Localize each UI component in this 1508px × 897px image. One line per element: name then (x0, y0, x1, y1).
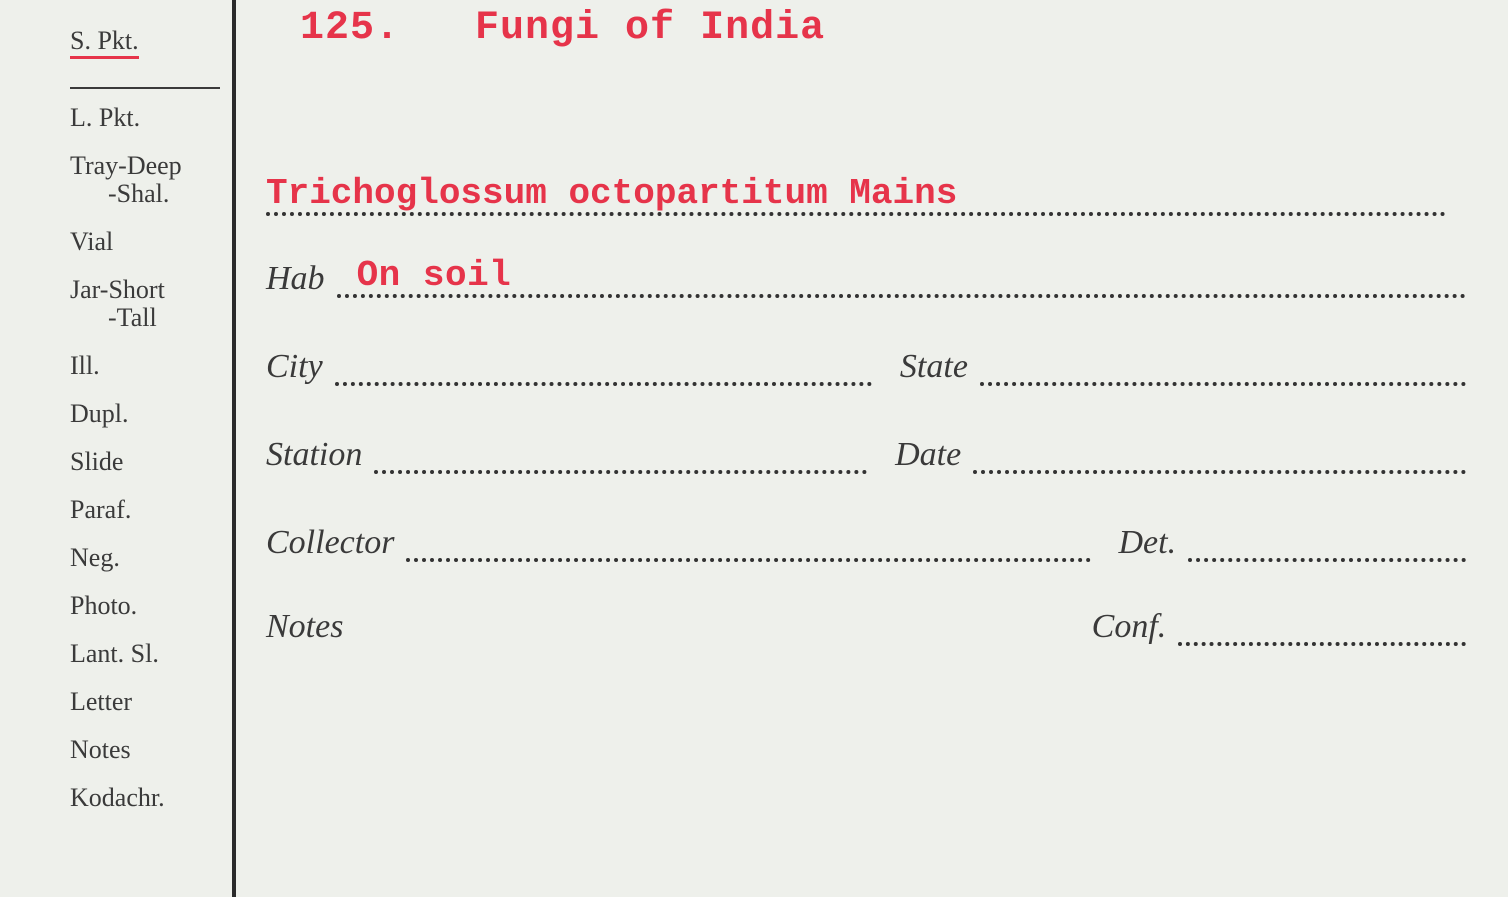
habitat-row: Hab On soil (266, 258, 1466, 298)
date-fill (973, 434, 1466, 474)
sidebar-item-notes: Notes (70, 737, 225, 763)
sidebar-item-neg: Neg. (70, 545, 225, 571)
species-line: Trichoglossum octopartitum Mains (266, 170, 1446, 216)
det-label: Det. (1119, 524, 1177, 562)
city-fill (335, 346, 872, 386)
species-row: Trichoglossum octopartitum Mains (266, 170, 1466, 216)
state-label: State (900, 348, 968, 386)
sidebar-item-paraf: Paraf. (70, 497, 225, 523)
sidebar-item-letter: Letter (70, 689, 225, 715)
sidebar-item-ill: Ill. (70, 353, 225, 379)
sidebar-item-tray-shal: -Shal. (70, 181, 225, 207)
sidebar-item-s-pkt: S. Pkt. (70, 28, 225, 65)
station-label: Station (266, 436, 362, 474)
card-collection-title: Fungi of India (475, 6, 825, 51)
det-fill (1188, 522, 1466, 562)
sidebar-label: S. Pkt. (70, 28, 139, 59)
species-name: Trichoglossum octopartitum Mains (266, 173, 957, 214)
hab-label: Hab (266, 260, 325, 298)
sidebar-item-slide: Slide (70, 449, 225, 475)
sidebar-item-photo: Photo. (70, 593, 225, 619)
collector-det-row: Collector Det. (266, 522, 1466, 562)
vertical-divider (232, 0, 236, 897)
station-date-row: Station Date (266, 434, 1466, 474)
card-title: 125. Fungi of India (300, 6, 825, 51)
collector-fill (406, 522, 1090, 562)
specimen-index-card: S. Pkt. L. Pkt. Tray-Deep -Shal. Vial Ja… (0, 0, 1508, 897)
conf-label: Conf. (1092, 608, 1167, 646)
sidebar-item-l-pkt: L. Pkt. (70, 105, 225, 131)
sidebar-item-jar-short: Jar-Short (70, 277, 225, 303)
city-state-row: City State (266, 346, 1466, 386)
notes-blank (355, 606, 1063, 646)
sidebar-item-jar-tall: -Tall (70, 305, 225, 331)
date-label: Date (895, 436, 961, 474)
station-fill (374, 434, 867, 474)
notes-conf-row: Notes Conf. (266, 606, 1466, 646)
sidebar-item-lant-sl: Lant. Sl. (70, 641, 225, 667)
state-fill (980, 346, 1466, 386)
sidebar-item-dupl: Dupl. (70, 401, 225, 427)
sidebar-item-kodachr: Kodachr. (70, 785, 225, 811)
notes-label: Notes (266, 608, 343, 646)
hab-value: On soil (357, 255, 512, 296)
sidebar-underline (70, 87, 220, 89)
hab-fill: On soil (337, 258, 1466, 298)
sidebar-item-tray-deep: Tray-Deep (70, 153, 225, 179)
conf-fill (1178, 606, 1466, 646)
container-type-sidebar: S. Pkt. L. Pkt. Tray-Deep -Shal. Vial Ja… (70, 28, 225, 833)
card-number: 125. (300, 6, 400, 51)
city-label: City (266, 348, 323, 386)
collector-label: Collector (266, 524, 394, 562)
sidebar-item-vial: Vial (70, 229, 225, 255)
main-panel: 125. Fungi of India Trichoglossum octopa… (260, 0, 1488, 897)
